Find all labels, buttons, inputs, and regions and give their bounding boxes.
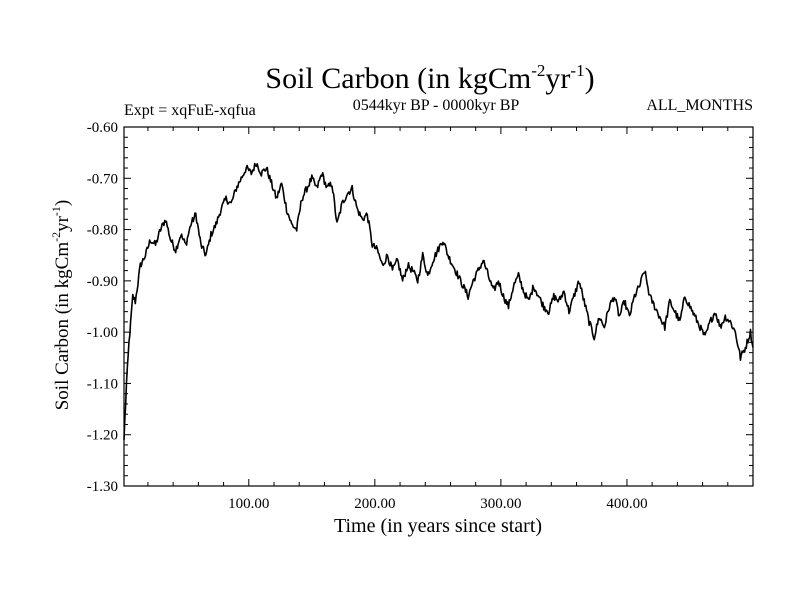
months-label: ALL_MONTHS xyxy=(646,97,753,114)
tick-labels: -1.30 -1.20 -1.10 -1.00 -0.90 -0.80 -0.70 -0.60… xyxy=(87,120,648,512)
chart-title-sup1: -2 xyxy=(531,61,545,80)
tick-marks xyxy=(124,126,753,487)
x-tick-label: 300.00 xyxy=(480,496,521,512)
x-tick-label: 100.00 xyxy=(228,496,269,512)
plot-frame xyxy=(123,126,754,487)
y-tick-label: -1.00 xyxy=(87,325,118,341)
time-range-label: 0544kyr BP - 0000kyr BP xyxy=(353,97,520,114)
chart-title-mid: yr xyxy=(545,62,570,95)
y-tick-label: -1.30 xyxy=(87,479,118,495)
y-axis-label-sup1: -2 xyxy=(49,232,63,242)
soil-carbon-line xyxy=(123,162,754,440)
chart-title-sup2: -1 xyxy=(570,61,584,80)
chart-title: Soil Carbon (in kgCm-2yr-1) xyxy=(265,61,594,95)
chart-title-main: Soil Carbon (in kgCm xyxy=(265,62,531,95)
y-axis-label: Soil Carbon (in kgCm-2yr-1) xyxy=(49,200,73,411)
y-tick-label: -1.20 xyxy=(87,428,118,444)
experiment-label: Expt = xqFuE-xqfua xyxy=(124,102,256,119)
y-tick-label: -0.60 xyxy=(87,120,118,136)
y-tick-label: -0.70 xyxy=(87,171,118,187)
y-axis-label-sup2: -1 xyxy=(49,206,63,216)
x-axis-label: Time (in years since start) xyxy=(334,515,542,537)
y-axis-label-mid: yr xyxy=(52,215,73,232)
y-axis-label-end: ) xyxy=(52,200,73,206)
y-tick-label: -1.10 xyxy=(87,376,118,392)
chart-title-end: ) xyxy=(585,62,595,95)
x-tick-label: 200.00 xyxy=(354,496,395,512)
x-tick-label: 400.00 xyxy=(606,496,647,512)
y-axis-label-main: Soil Carbon (in kgCm xyxy=(52,242,73,411)
y-tick-label: -0.80 xyxy=(87,223,118,239)
y-tick-label: -0.90 xyxy=(87,274,118,290)
